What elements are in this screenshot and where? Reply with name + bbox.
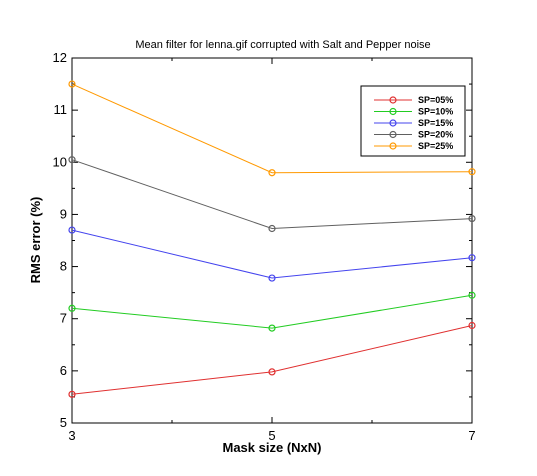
series-SP=10% [68,291,476,332]
legend-label: SP=05% [418,95,453,105]
y-tick-label: 6 [60,363,67,378]
data-point [68,80,76,88]
y-tick-label: 5 [60,415,67,430]
data-point [468,168,476,176]
x-tick-label: 3 [68,428,75,443]
legend-marker [389,119,397,127]
x-axis-title: Mask size (NxN) [223,440,322,455]
series-line [71,83,473,174]
y-tick-label: 12 [53,50,67,65]
data-point [468,291,476,299]
y-tick-label: 7 [60,311,67,326]
y-axis-title: RMS error (%) [28,197,43,284]
data-point [468,215,476,223]
data-point [68,226,76,234]
y-tick-label: 10 [53,154,67,169]
data-point [68,304,76,312]
x-tick-label: 5 [268,428,275,443]
y-tick-label: 11 [54,102,68,117]
legend-label: SP=15% [418,118,453,128]
data-point [268,324,276,332]
y-tick-label: 9 [60,206,67,221]
series-line [71,294,473,329]
data-point [468,321,476,330]
legend-label: SP=20% [418,130,453,140]
data-point [268,224,276,233]
x-tick-label: 7 [468,428,475,443]
legend-label: SP=25% [418,141,453,151]
series-SP=20% [68,156,476,233]
series-line [71,325,473,395]
data-point [268,169,276,177]
legend-marker [389,130,397,139]
series-SP=15% [68,226,476,282]
series-layer [68,80,476,398]
legend-marker [389,96,397,104]
legend-label: SP=10% [418,107,453,117]
data-point [268,274,276,282]
series-line [71,159,473,230]
series-SP=25% [68,80,476,177]
data-point [68,390,76,398]
series-SP=05% [68,321,476,398]
chart-title: Mean filter for lenna.gif corrupted with… [135,39,430,51]
legend-marker [389,107,397,116]
y-tick-label: 8 [60,259,67,274]
legend: SP=05% SP=10%SP=15% SP=20%SP=25% [360,85,466,157]
series-line [71,229,473,279]
legend-marker [389,142,397,150]
data-point [468,254,476,262]
data-point [268,368,276,376]
data-point [68,156,76,164]
legend-box [360,85,466,157]
